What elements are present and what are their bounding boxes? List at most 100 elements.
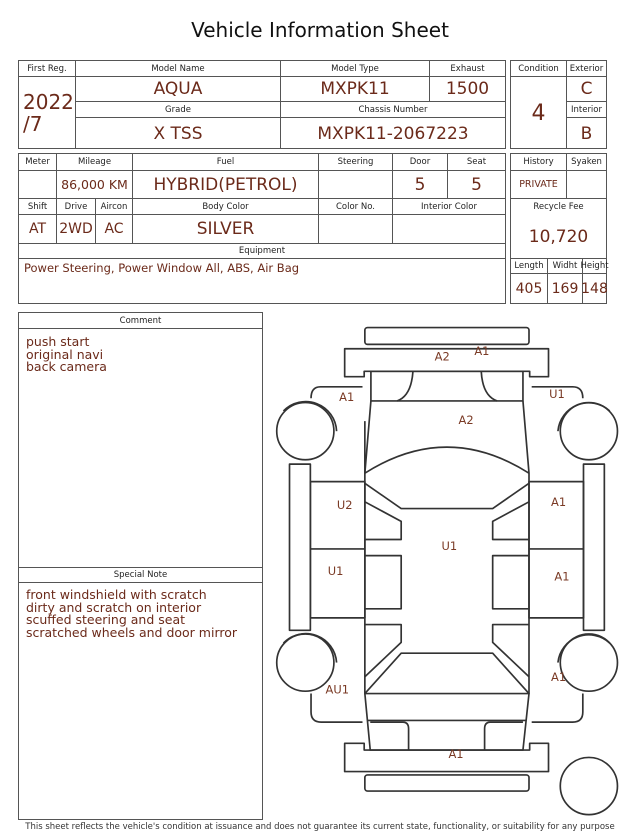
syaken-label: Syaken xyxy=(567,154,606,171)
headlight-right xyxy=(480,371,498,402)
damage-front-bumper-1: A2 xyxy=(435,350,450,364)
fuel-label: Fuel xyxy=(133,154,319,171)
body-color-value: SILVER xyxy=(133,215,319,244)
damage-right-rear-fender: A1 xyxy=(551,670,566,684)
first-reg-year: 2022 xyxy=(23,90,74,114)
body-right-side xyxy=(522,400,530,694)
first-reg-month: /7 xyxy=(23,112,43,136)
special-note-line: front windshield with scratch xyxy=(26,587,207,602)
hood-front xyxy=(370,370,524,402)
left-rear-fender xyxy=(310,693,363,723)
door-label: Door xyxy=(393,154,448,171)
aircon-value: AC xyxy=(96,215,133,244)
damage-rear-bumper: A1 xyxy=(448,747,463,761)
window-lf xyxy=(364,501,403,541)
aircon-label: Aircon xyxy=(96,199,133,215)
windshield xyxy=(364,446,530,474)
comment-label: Comment xyxy=(19,313,262,329)
width-label: Widht xyxy=(548,259,583,274)
wheel-lf xyxy=(275,401,335,461)
car-damage-diagram: A2 A1 A1 U1 A2 U2 A1 U1 U1 A1 AU1 A1 A1 xyxy=(275,326,619,816)
recycle-fee-value: 10,720 xyxy=(511,215,606,259)
condition-table: Condition 4 Exterior C Interior B xyxy=(510,60,607,149)
fuel-value: HYBRID(PETROL) xyxy=(133,171,319,199)
page-title: Vehicle Information Sheet xyxy=(191,18,449,42)
comment-line: push start xyxy=(26,334,90,349)
special-note-text: front windshield with scratch dirty and … xyxy=(26,587,237,639)
taillight-left xyxy=(370,721,410,751)
seat-label: Seat xyxy=(448,154,505,171)
seat-value: 5 xyxy=(448,171,505,199)
comment-line: original navi xyxy=(26,346,104,362)
comment-line: back camera xyxy=(26,359,107,374)
history-label: History xyxy=(511,154,567,171)
damage-roof: U1 xyxy=(441,539,457,553)
condition-label: Condition xyxy=(511,61,567,77)
steering-value xyxy=(319,171,393,199)
shift-label: Shift xyxy=(19,199,57,215)
interior-label: Interior xyxy=(567,102,606,118)
right-rocker xyxy=(582,463,606,632)
rear-bar xyxy=(364,774,530,792)
interior-value: B xyxy=(580,123,593,144)
grade-label: Grade xyxy=(76,102,281,118)
exterior-value: C xyxy=(567,77,606,102)
damage-right-rear-door: A1 xyxy=(554,570,569,584)
damage-hood: A2 xyxy=(459,413,474,427)
basic-info-table: First Reg. 2022 /7 Model Name AQUA Model… xyxy=(18,60,506,149)
meter-value xyxy=(19,171,57,199)
length-label: Length xyxy=(511,259,548,274)
damage-left-front-fender: A1 xyxy=(339,390,354,404)
height-value: 148 xyxy=(581,280,608,297)
history-value: PRIVATE xyxy=(511,171,567,199)
history-table: History PRIVATE Syaken Recycle Fee 10,72… xyxy=(510,153,609,304)
first-reg-value: 2022 /7 xyxy=(19,77,76,149)
specs-table: Meter Mileage 86,000 KM Fuel HYBRID(PETR… xyxy=(18,153,506,304)
color-no-value xyxy=(319,215,393,244)
front-bar xyxy=(364,326,530,346)
color-no-label: Color No. xyxy=(319,199,393,215)
model-type-value: MXPK11 xyxy=(281,77,430,102)
model-name-label: Model Name xyxy=(76,61,281,77)
height-label: Height xyxy=(580,259,609,274)
model-name-value: AQUA xyxy=(76,77,281,102)
front-bumper xyxy=(343,347,550,378)
chassis-value: MXPK11-2067223 xyxy=(317,123,469,144)
meter-label: Meter xyxy=(19,154,57,171)
width-value: 169 xyxy=(548,274,583,303)
chassis-label: Chassis Number xyxy=(281,102,505,118)
drive-value: 2WD xyxy=(57,215,96,244)
mileage-label: Mileage xyxy=(57,154,133,171)
syaken-value xyxy=(567,171,606,199)
window-rm xyxy=(491,554,529,610)
roof-front xyxy=(364,482,530,510)
left-front-fender xyxy=(310,385,366,474)
special-note-line: dirty and scratch on interior xyxy=(26,599,202,615)
window-rf xyxy=(491,501,530,541)
model-type-label: Model Type xyxy=(281,61,430,77)
body-color-label: Body Color xyxy=(133,199,319,215)
rear-bumper xyxy=(343,742,550,773)
drive-label: Drive xyxy=(57,199,96,215)
window-lr xyxy=(364,623,403,678)
right-front-fender xyxy=(531,385,584,399)
recycle-fee-label: Recycle Fee xyxy=(533,202,584,212)
shift-value: AT xyxy=(19,215,57,244)
exhaust-label: Exhaust xyxy=(430,61,505,77)
mileage-value: 86,000 KM xyxy=(57,171,133,199)
headlight-left xyxy=(396,371,414,402)
damage-left-rear-door: U1 xyxy=(328,564,344,578)
body-left-side xyxy=(364,400,372,694)
comment-panel: Comment push start original navi back ca… xyxy=(18,312,263,820)
equipment-value: Power Steering, Power Window All, ABS, A… xyxy=(24,261,300,275)
taillight-right xyxy=(483,721,523,751)
exterior-label: Exterior xyxy=(567,61,606,77)
damage-right-front-door: A1 xyxy=(551,495,566,509)
spare-wheel xyxy=(559,756,619,816)
damage-left-front-door: U2 xyxy=(337,498,353,512)
damage-left-rear-fender: AU1 xyxy=(326,683,349,697)
special-note-line: scuffed steering and seat xyxy=(26,612,186,627)
comment-text: push start original navi back camera xyxy=(26,334,107,374)
door-value: 5 xyxy=(393,171,448,199)
